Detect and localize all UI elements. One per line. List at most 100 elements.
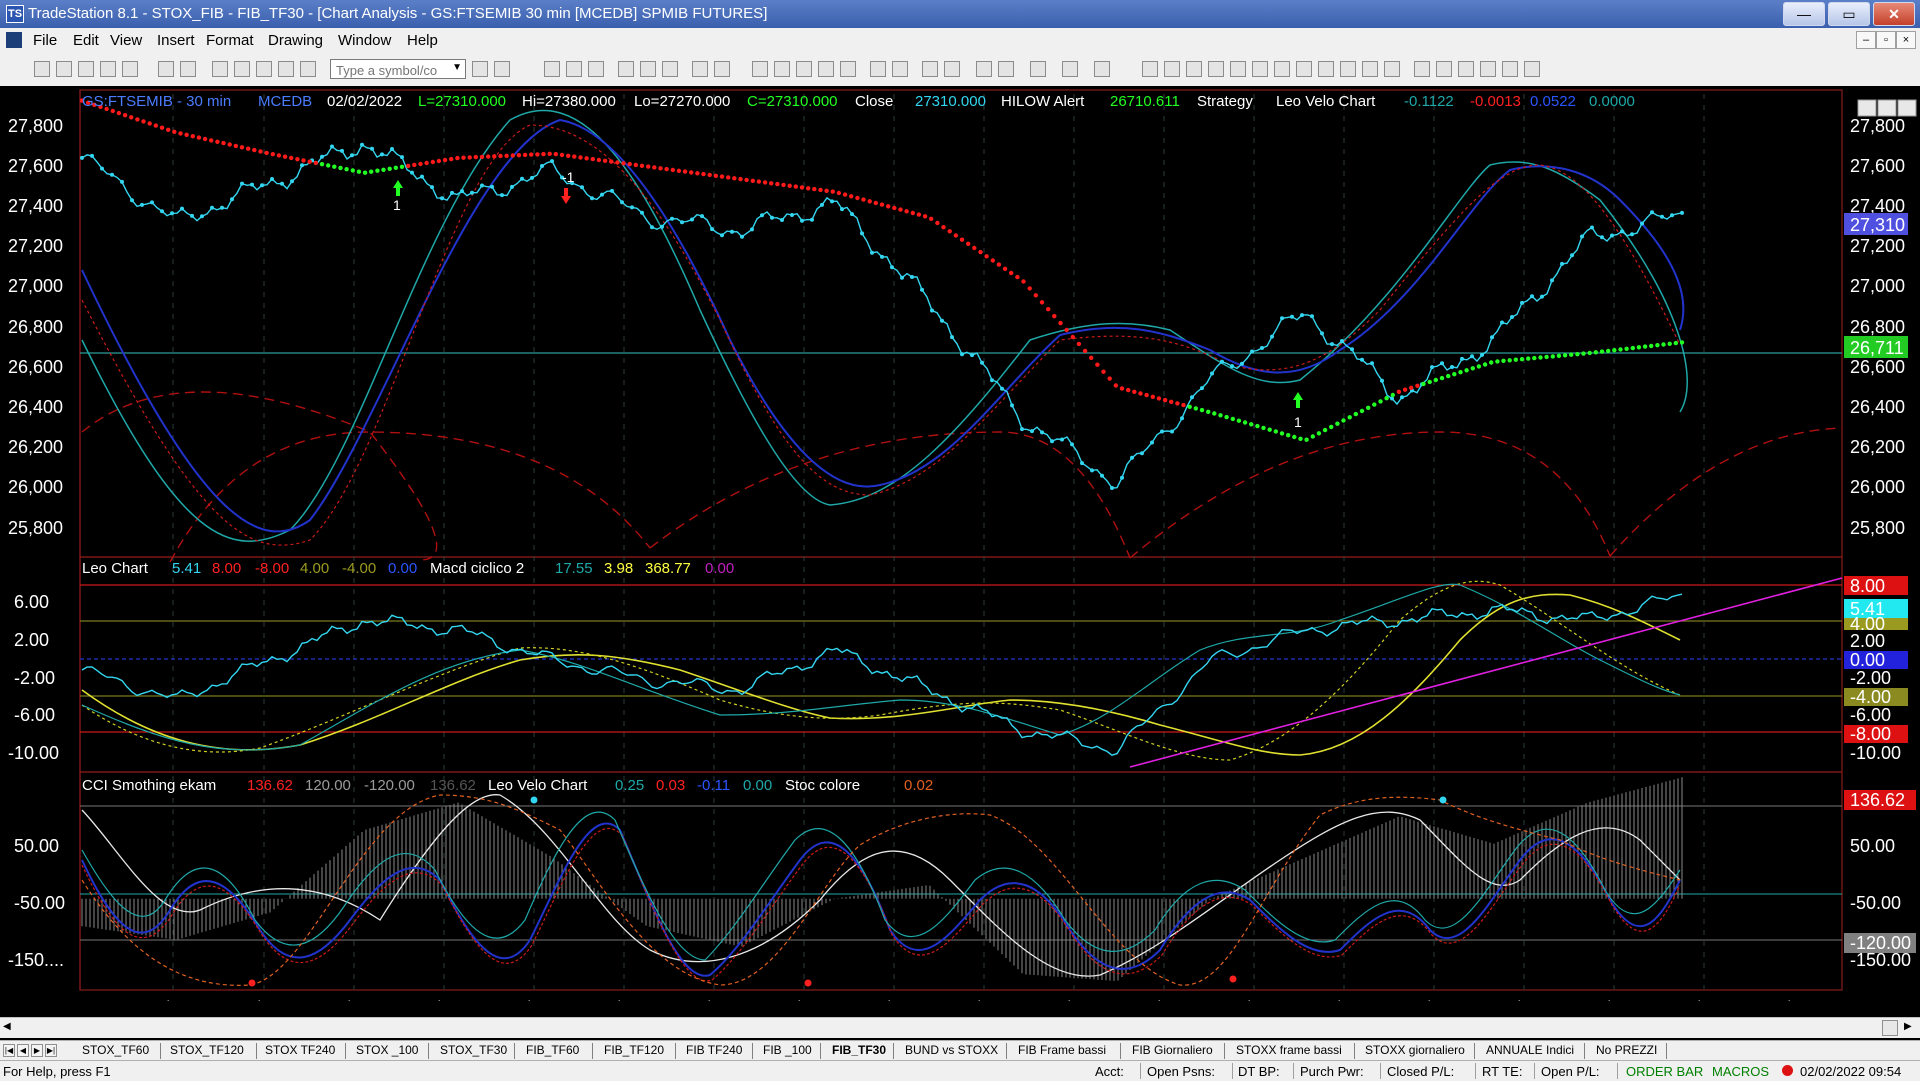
window-icon[interactable] [212,61,228,77]
tab-stoxx-frame-bassi[interactable]: STOXX frame bassi [1236,1043,1342,1057]
tab-bund-vs-stoxx[interactable]: BUND vs STOXX [905,1043,999,1057]
link-icon[interactable] [278,61,294,77]
tab-fib-tf240[interactable]: FIB TF240 [686,1043,743,1057]
paste-icon[interactable] [122,61,138,77]
tab-fib-tf60[interactable]: FIB_TF60 [526,1043,580,1057]
scroll-left-icon[interactable]: ◀ [3,1021,11,1032]
optimize-icon[interactable] [692,61,708,77]
tab-stox-tf240[interactable]: STOX TF240 [265,1043,336,1057]
tab-stox-tf120[interactable]: STOX_TF120 [170,1043,244,1057]
gann-icon[interactable] [1340,61,1356,77]
menu-view[interactable]: View [110,32,143,49]
rectangle-icon[interactable] [1502,61,1518,77]
symbol-box[interactable]: ▼ [330,59,466,79]
menu-window[interactable]: Window [338,32,392,49]
go-icon[interactable] [472,61,488,77]
chart-analysis[interactable]: 1 -1 1 GS:FTSEMIB - 30 min MCEDB 02/02/2… [0,86,1920,1001]
tab-fib-tf120[interactable]: FIB_TF120 [604,1043,665,1057]
horizontal-scrollbar[interactable]: ◀ ▶ [0,1017,1920,1038]
radar-icon[interactable] [566,61,582,77]
order-bar-button[interactable]: ORDER BAR [1626,1064,1704,1079]
mdi-restore-button[interactable]: ▫ [1876,31,1896,49]
scroll-thumb[interactable] [1882,1020,1898,1036]
candle-icon[interactable] [818,61,834,77]
clock-icon[interactable] [774,61,790,77]
regression-icon[interactable] [1252,61,1268,77]
trendline-icon[interactable] [1142,61,1158,77]
report-icon[interactable] [714,61,730,77]
tab-fib-100[interactable]: FIB _100 [763,1043,812,1057]
print-preview-icon[interactable] [180,61,196,77]
copy-icon[interactable] [100,61,116,77]
tab-fib-tf30[interactable]: FIB_TF30 [832,1043,887,1057]
bar-spacing-icon[interactable] [870,61,886,77]
fib-icon[interactable] [1164,61,1180,77]
tab-no-prezzi[interactable]: No PREZZI [1596,1043,1658,1057]
binoculars-icon[interactable] [752,61,768,77]
print-icon[interactable] [158,61,174,77]
tab-last-icon[interactable]: ▶| [45,1044,57,1057]
tab-stox-tf30[interactable]: STOX_TF30 [440,1043,508,1057]
tools-icon[interactable] [1030,61,1046,77]
zoom-in-icon[interactable] [922,61,938,77]
curve-icon[interactable] [1414,61,1430,77]
alert-icon[interactable] [1062,61,1078,77]
vertical-line-icon[interactable] [1208,61,1224,77]
chart-icon[interactable] [544,61,560,77]
grid-icon[interactable] [588,61,604,77]
bar-chart-icon[interactable] [796,61,812,77]
symbol-input[interactable] [334,61,448,79]
menu-edit[interactable]: Edit [73,32,99,49]
zoom-out-icon[interactable] [944,61,960,77]
ellipse-icon[interactable] [1480,61,1496,77]
menu-insert[interactable]: Insert [157,32,195,49]
menu-file[interactable]: File [33,32,58,49]
tab-fib-frame-bassi[interactable]: FIB Frame bassi [1018,1043,1107,1057]
chevron-down-icon[interactable]: ▼ [452,62,462,73]
matrix-icon[interactable] [640,61,656,77]
tab-prev-icon[interactable]: ◀ [17,1044,29,1057]
arc-icon[interactable] [1362,61,1378,77]
menu-format[interactable]: Format [206,32,254,49]
mdi-close-button[interactable]: × [1896,31,1916,49]
close-button[interactable]: ✕ [1873,2,1915,26]
maximize-button[interactable]: ▭ [1828,2,1870,26]
new-icon[interactable] [34,61,50,77]
macros-button[interactable]: MACROS [1712,1064,1770,1079]
tab-next-icon[interactable]: ▶ [31,1044,43,1057]
save-icon[interactable] [78,61,94,77]
speed-line-icon[interactable] [1318,61,1334,77]
text-icon[interactable] [1524,61,1540,77]
scanner-icon[interactable] [618,61,634,77]
pencil-icon[interactable] [1384,61,1400,77]
notes-icon[interactable] [1094,61,1110,77]
tab-stoxx-giornaliero[interactable]: STOXX giornaliero [1365,1043,1465,1057]
angle-icon[interactable] [1274,61,1290,77]
cursor-icon[interactable] [976,61,992,77]
arrows-icon[interactable] [1296,61,1312,77]
up-arrow-icon[interactable] [1458,61,1474,77]
mini-window-controls[interactable] [1857,99,1917,117]
minimize-button[interactable]: — [1783,2,1825,26]
scroll-right-icon[interactable]: ▶ [1904,1021,1912,1032]
tab-fib-giornaliero[interactable]: FIB Giornaliero [1132,1043,1213,1057]
down-arrow-icon[interactable] [1436,61,1452,77]
tab-stox-tf60[interactable]: STOX_TF60 [82,1043,150,1057]
magenta-trendline[interactable] [1129,577,1843,768]
search-icon[interactable] [494,61,510,77]
refresh-icon[interactable] [234,61,250,77]
chart-window-icon[interactable] [6,32,22,48]
line-chart-icon[interactable] [840,61,856,77]
menu-help[interactable]: Help [407,32,438,49]
data-tip-icon[interactable] [998,61,1014,77]
globe-icon[interactable] [300,61,316,77]
lock-icon[interactable] [256,61,272,77]
scale-icon[interactable] [892,61,908,77]
menu-drawing[interactable]: Drawing [268,32,324,49]
open-icon[interactable] [56,61,72,77]
horizontal-line-icon[interactable] [1186,61,1202,77]
mdi-minimize-button[interactable]: – [1856,31,1876,49]
strategy-icon[interactable] [662,61,678,77]
tab-first-icon[interactable]: |◀ [3,1044,15,1057]
tab-annuale-indici[interactable]: ANNUALE Indici [1486,1043,1575,1057]
